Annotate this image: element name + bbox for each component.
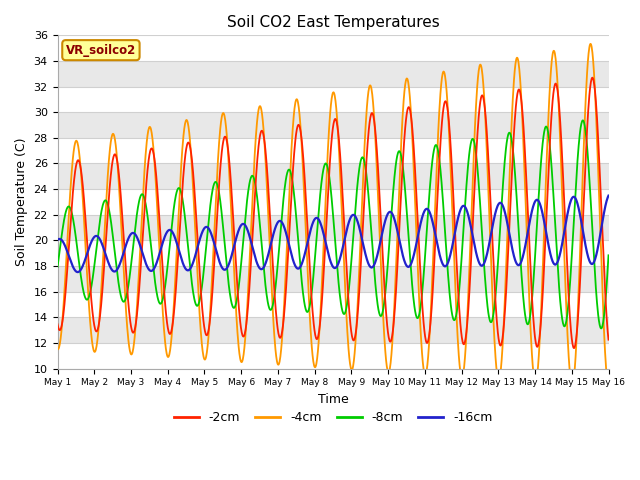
Bar [58,343,609,369]
Bar [58,292,609,317]
Bar [58,86,609,112]
Bar [58,240,609,266]
Bar [58,215,609,240]
Text: VR_soilco2: VR_soilco2 [66,44,136,57]
X-axis label: Time: Time [317,393,348,406]
Bar [58,61,609,86]
Title: Soil CO2 East Temperatures: Soil CO2 East Temperatures [227,15,440,30]
Bar [58,112,609,138]
Bar [58,317,609,343]
Bar [58,164,609,189]
Bar [58,189,609,215]
Bar [58,36,609,61]
Y-axis label: Soil Temperature (C): Soil Temperature (C) [15,138,28,266]
Bar [58,138,609,164]
Bar [58,266,609,292]
Legend: -2cm, -4cm, -8cm, -16cm: -2cm, -4cm, -8cm, -16cm [168,406,497,429]
